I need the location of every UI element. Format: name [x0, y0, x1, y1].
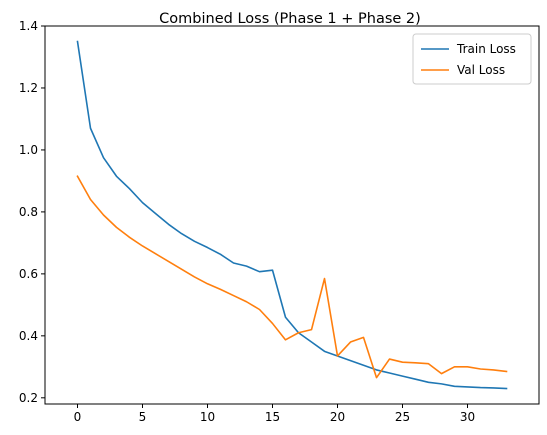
series-line-val-loss [76, 175, 508, 379]
x-tick-label: 5 [139, 410, 147, 424]
x-tick-label: 20 [330, 410, 345, 424]
y-tick-label: 0.6 [19, 267, 38, 281]
y-tick-label: 0.8 [19, 205, 38, 219]
y-tick-label: 0.4 [19, 329, 38, 343]
y-tick-label: 1.4 [19, 19, 38, 33]
chart-title: Combined Loss (Phase 1 + Phase 2) [159, 11, 421, 27]
x-tick-label: 30 [460, 410, 475, 424]
y-tick-label: 1.0 [19, 143, 38, 157]
legend-label: Val Loss [457, 63, 505, 77]
x-tick-label: 25 [395, 410, 410, 424]
x-tick-label: 10 [200, 410, 215, 424]
plot-frame [44, 25, 540, 405]
legend: Train Loss Val Loss [412, 33, 532, 85]
legend-label: Train Loss [456, 42, 516, 56]
x-tick-label: 0 [74, 410, 82, 424]
axes: 0 5 10 15 20 25 30 0.2 0.4 0.6 0.8 1.0 1.2 1.4 [19, 19, 475, 424]
plot-area [76, 40, 508, 390]
legend-box [412, 33, 532, 85]
series-line-train-loss [76, 40, 508, 390]
x-tick-label: 15 [265, 410, 280, 424]
y-tick-label: 1.2 [19, 81, 38, 95]
y-tick-label: 0.2 [19, 391, 38, 405]
